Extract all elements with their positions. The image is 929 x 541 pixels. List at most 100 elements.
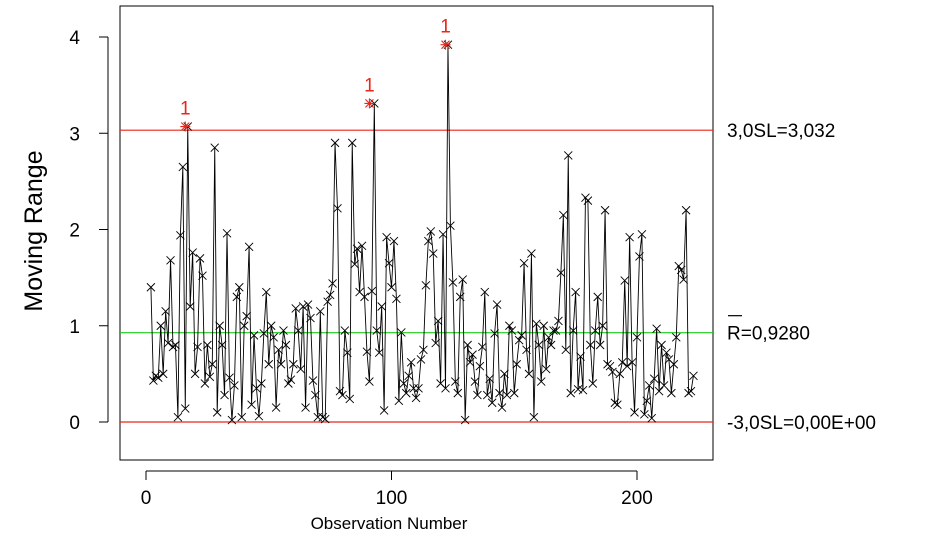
data-point [342,348,352,358]
y-tick-label: 2 [69,221,80,242]
data-point [497,403,507,412]
data-point [622,361,632,371]
data-point [539,321,549,331]
data-point [446,221,455,230]
data-point [559,210,568,220]
data-point [269,332,278,342]
data-point [303,300,313,309]
data-point [659,381,669,390]
data-point [239,321,249,331]
data-point [571,287,580,297]
data-point [156,321,166,331]
data-point [257,379,266,388]
data-point [679,275,688,284]
data-point [441,383,450,393]
data-point [640,409,649,419]
data-point [529,412,539,422]
data-point [180,404,190,413]
data-point [652,324,661,333]
y-tick-label: 4 [69,28,80,49]
y-tick-label: 3 [69,124,80,145]
data-point [188,248,197,257]
data-point [416,355,426,364]
data-point [657,340,666,350]
data-point [279,326,288,335]
data-point [438,229,448,239]
limit-label-lower: -3,0SL=0,00E+00 [727,413,876,434]
data-point [470,377,480,386]
data-point [689,371,698,381]
data-point [517,331,526,340]
data-point [254,411,264,421]
data-point [414,383,423,393]
out-of-control-point [440,39,451,50]
data-point [149,376,158,385]
data-point [588,379,598,388]
control-limit-labels: 3,0SL=3,032 R=0,9280 -3,0SL=0,00E+00 [727,121,876,434]
data-point [379,406,389,415]
data-point [512,359,522,369]
data-point [301,403,310,412]
data-point [222,229,232,238]
data-point [281,340,291,350]
data-point [642,396,652,406]
out-of-control-label: 1 [364,75,375,96]
out-of-control-label: 1 [440,17,451,38]
data-point [433,316,443,326]
data-point [649,374,659,384]
data-point [217,340,227,350]
data-point [554,316,563,326]
data-point [490,329,499,338]
data-point [367,286,377,296]
data-point [613,400,622,409]
data-point [686,386,696,396]
data-point [605,361,615,371]
data-point [662,348,671,358]
data-point [632,332,642,342]
data-point [146,282,156,292]
data-point [608,367,617,377]
data-point [482,390,492,400]
data-point [590,326,600,335]
data-point [293,326,303,335]
data-point [291,304,301,313]
data-point [399,379,409,388]
data-point [397,328,406,337]
data-point [259,329,269,338]
plot-frame [119,5,714,461]
data-point [357,241,367,251]
data-point [428,249,438,258]
data-point [372,326,382,335]
data-point [460,415,470,425]
data-point [242,311,251,321]
data-point [485,374,495,384]
data-point [347,138,357,148]
data-point [644,381,654,390]
data-point [207,359,217,369]
data-point [532,319,541,329]
data-point [271,403,281,412]
data-point [377,302,386,311]
out-of-control-markers: 1 1 1 [180,17,451,132]
data-point [507,326,517,335]
data-point [286,375,296,384]
data-point [205,372,215,382]
data-point [411,393,421,403]
data-point [431,338,441,348]
data-point [325,290,335,300]
data-point [173,412,183,422]
data-point [509,388,519,398]
data-point [549,326,558,335]
data-point [306,313,315,323]
data-point [536,377,546,386]
x-axis: 0 100 200 [141,470,653,509]
series-line [150,44,694,421]
limit-label-center: R=0,9280 [727,324,810,345]
x-tick-label: 100 [376,488,408,509]
data-point [514,335,524,345]
y-tick-label: 0 [69,413,80,434]
data-point [563,151,573,160]
data-point [595,340,605,350]
data-point [178,162,188,172]
data-point [455,292,465,302]
